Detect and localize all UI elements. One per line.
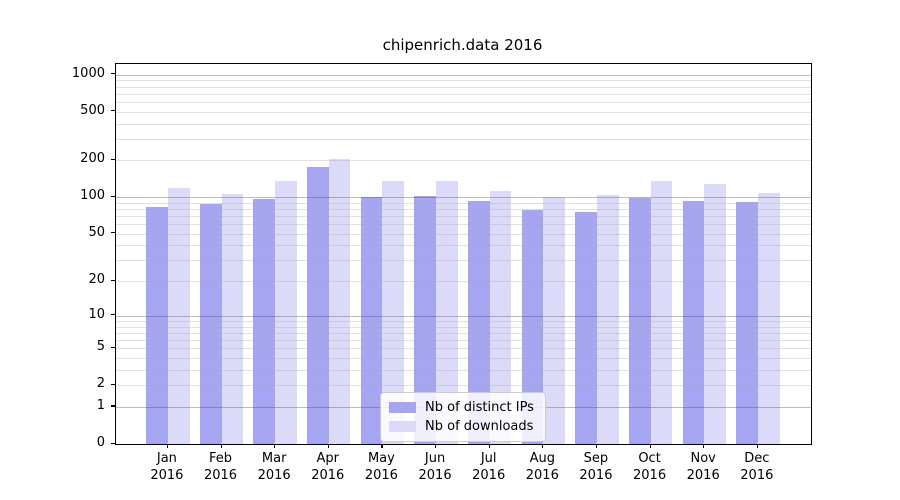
gridline-minor-700 (116, 93, 811, 95)
gridline-minor-900 (116, 80, 811, 82)
x-tick-label-Nov: Nov 2016 (686, 451, 720, 483)
bar-distinct-ips-Dec (736, 201, 758, 444)
bar-downloads-Jun (436, 180, 458, 444)
legend-entry-distinct-ips: Nb of distinct IPs (389, 398, 537, 417)
y-tick-label-200: 200 (80, 151, 105, 167)
gridline-minor-500 (116, 111, 811, 113)
x-tick-Jan (166, 444, 169, 448)
x-tick-Sep (595, 444, 598, 448)
chart-title: chipenrich.data 2016 (382, 36, 543, 54)
bar-downloads-Apr (328, 159, 351, 444)
y-tick-5 (111, 346, 115, 348)
y-tick-20 (111, 279, 115, 281)
bar-distinct-ips-Sep (575, 211, 597, 444)
legend-entry-downloads: Nb of downloads (389, 417, 537, 436)
y-tick-label-1: 1 (96, 397, 105, 413)
bar-downloads-Dec (757, 193, 780, 444)
y-tick-100 (111, 195, 115, 197)
y-tick-label-0: 0 (96, 435, 105, 450)
x-tick-label-Jun: Jun 2016 (418, 451, 452, 483)
x-tick-label-Apr: Apr 2016 (311, 451, 345, 483)
y-tick-2 (111, 383, 115, 385)
y-tick-label-20: 20 (88, 272, 105, 288)
plot-area: Nb of distinct IPs Nb of downloads (115, 63, 812, 445)
bar-distinct-ips-Jun (414, 196, 437, 444)
y-tick-50 (111, 232, 115, 234)
y-tick-label-10: 10 (88, 306, 105, 322)
gridline-minor-800 (116, 86, 811, 88)
y-tick-label-5: 5 (96, 339, 105, 355)
y-tick-label-1000: 1000 (71, 65, 105, 81)
y-tick-label-2: 2 (96, 376, 105, 392)
legend-label-downloads: Nb of downloads (425, 419, 534, 434)
x-tick-label-Sep: Sep 2016 (579, 451, 613, 483)
x-tick-Jun (435, 444, 437, 448)
x-tick-Feb (220, 444, 222, 448)
x-tick-label-Jan: Jan 2016 (150, 451, 184, 483)
x-tick-Dec (756, 444, 759, 448)
gridline-minor-600 (116, 101, 811, 103)
x-tick-Jul (488, 444, 490, 448)
x-tick-label-Oct: Oct 2016 (633, 451, 667, 483)
bar-downloads-Jan (167, 187, 190, 444)
bar-downloads-May (382, 181, 405, 444)
y-tick-label-500: 500 (80, 102, 105, 118)
y-tick-1 (111, 405, 115, 407)
gridline-minor-300 (116, 138, 811, 140)
x-tick-Mar (274, 444, 276, 448)
bar-distinct-ips-Oct (628, 197, 651, 444)
y-tick-0 (111, 442, 115, 444)
bar-distinct-ips-Mar (253, 199, 276, 444)
x-tick-label-Feb: Feb 2016 (203, 451, 238, 483)
gridline-minor-400 (116, 123, 811, 125)
x-tick-label-Dec: Dec 2016 (740, 451, 774, 483)
bar-downloads-Aug (543, 197, 565, 444)
bar-downloads-Sep (596, 194, 619, 444)
y-tick-1000 (111, 73, 115, 75)
y-tick-10 (111, 314, 115, 316)
x-tick-Apr (327, 444, 329, 448)
gridline-minor-200 (116, 160, 811, 162)
bar-distinct-ips-Jul (467, 201, 490, 444)
bar-downloads-Oct (650, 181, 673, 444)
legend-swatch-downloads (389, 421, 416, 432)
bar-distinct-ips-Nov (682, 201, 705, 444)
bar-downloads-Jul (489, 190, 512, 444)
legend: Nb of distinct IPs Nb of downloads (380, 392, 546, 442)
legend-label-distinct-ips: Nb of distinct IPs (425, 400, 534, 415)
bar-distinct-ips-Aug (521, 209, 544, 444)
y-tick-500 (111, 110, 115, 112)
y-tick-label-50: 50 (88, 224, 105, 240)
x-tick-label-Jul: Jul 2016 (472, 451, 506, 483)
gridline-major-1000 (116, 74, 811, 76)
bar-distinct-ips-Feb (199, 204, 222, 444)
x-tick-May (381, 444, 383, 448)
bar-downloads-Nov (704, 184, 726, 444)
x-tick-Oct (649, 444, 651, 448)
x-tick-label-Mar: Mar 2016 (257, 451, 291, 483)
x-tick-label-Aug: Aug 2016 (525, 451, 559, 483)
legend-swatch-distinct-ips (389, 402, 416, 413)
x-tick-label-May: May 2016 (364, 451, 398, 483)
bar-distinct-ips-Jan (146, 207, 168, 444)
y-tick-label-100: 100 (80, 188, 105, 204)
bar-distinct-ips-May (360, 197, 383, 444)
bar-downloads-Feb (221, 194, 244, 444)
bar-distinct-ips-Apr (307, 166, 329, 444)
bar-downloads-Mar (275, 180, 297, 444)
x-tick-Aug (542, 444, 544, 448)
y-tick-200 (111, 158, 115, 161)
x-tick-Nov (703, 444, 705, 448)
